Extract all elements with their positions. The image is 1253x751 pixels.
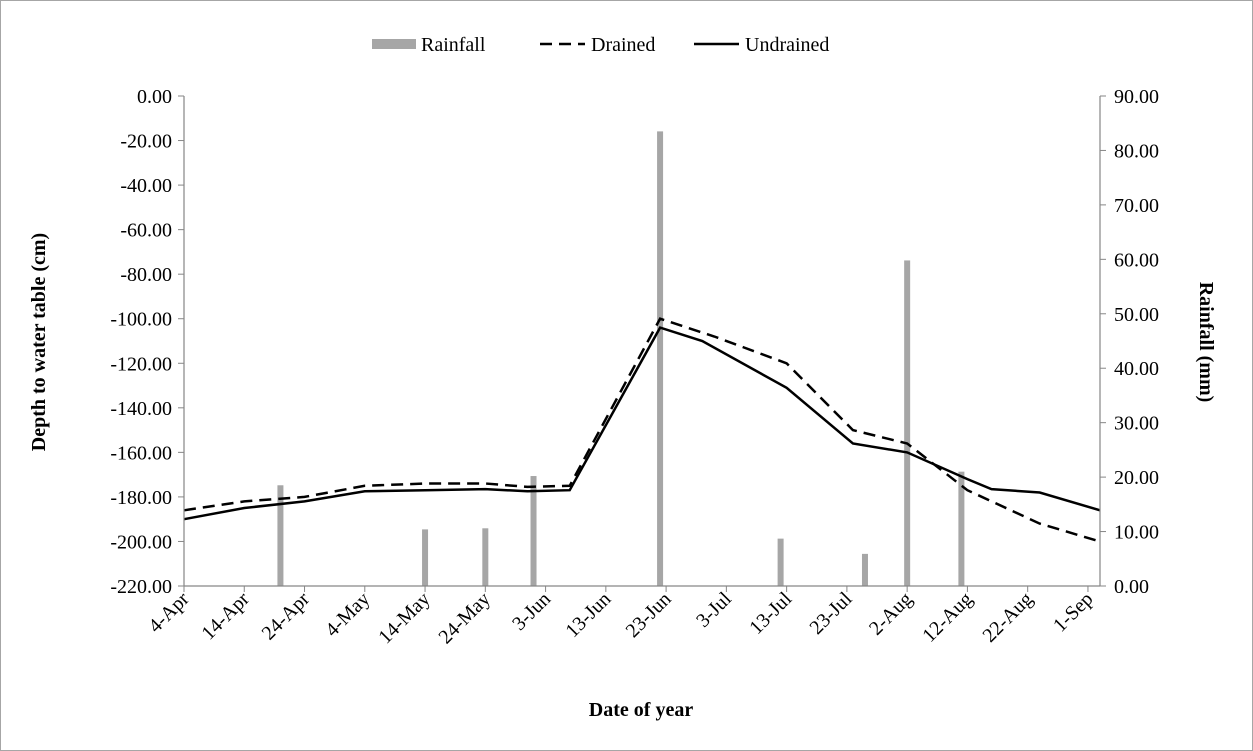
legend: Rainfall Drained Undrained — [372, 34, 829, 56]
legend-drained-label: Drained — [591, 34, 655, 56]
x-tick-label: 13-Jun — [561, 588, 615, 642]
right-axis-ticks: 0.00 10.00 20.00 30.00 40.00 50.00 60.00 70.00 8… — [1100, 86, 1159, 598]
x-tick-label: 3-Jun — [508, 588, 555, 635]
y-tick-label: -60.00 — [120, 220, 172, 242]
undrained-series-line — [183, 326, 1101, 521]
y2-tick-label: 80.00 — [1114, 140, 1159, 162]
y-tick-label: -200.00 — [110, 531, 172, 553]
x-tick-label: 24-May — [435, 588, 495, 648]
rainfall-bar — [657, 131, 664, 586]
y2-tick-label: 0.00 — [1114, 576, 1149, 598]
rainfall-bar — [861, 553, 868, 586]
y-tick-label: -100.00 — [110, 309, 172, 331]
x-tick-label: 13-Jul — [745, 588, 796, 639]
legend-undrained-label: Undrained — [745, 34, 829, 56]
y-tick-label: -120.00 — [110, 353, 172, 375]
legend-rainfall-swatch — [372, 39, 416, 49]
rainfall-bar — [482, 528, 489, 586]
y2-tick-label: 60.00 — [1114, 249, 1159, 271]
x-tick-label: 3-Jul — [692, 588, 736, 632]
x-tick-label: 14-May — [374, 588, 434, 648]
y2-tick-label: 70.00 — [1114, 195, 1159, 217]
rainfall-bars — [277, 131, 965, 586]
x-tick-label: 4-May — [321, 588, 374, 641]
y-axis-title: Depth to water table (cm) — [28, 233, 50, 451]
x-tick-label: 24-Apr — [258, 588, 315, 645]
y2-axis-title: Rainfall (mm) — [1195, 282, 1217, 403]
rainfall-bar — [277, 485, 284, 586]
x-tick-label: 23-Jun — [622, 588, 676, 642]
y-tick-label: -180.00 — [110, 487, 172, 509]
legend-rainfall-label: Rainfall — [421, 34, 486, 56]
x-tick-label: 14-Apr — [197, 588, 254, 645]
x-tick-label: 23-Jul — [806, 588, 857, 639]
left-axis-ticks: 0.00 -20.00 -40.00 -60.00 -80.00 -100.00 -120.… — [110, 86, 184, 598]
x-tick-label: 22-Aug — [978, 588, 1037, 647]
y2-tick-label: 40.00 — [1114, 358, 1159, 380]
y-tick-label: -220.00 — [110, 576, 172, 598]
rainfall-bar — [777, 538, 784, 586]
rainfall-bar — [530, 476, 537, 586]
x-axis-title: Date of year — [589, 699, 694, 721]
x-axis-ticks: 4-Apr 14-Apr 24-Apr 4-May 14-May 24-May 3-Jun 1… — [144, 586, 1097, 648]
rainfall-bar — [904, 260, 911, 586]
rainfall-bar — [958, 471, 965, 586]
x-tick-label: 2-Aug — [865, 588, 917, 640]
y2-tick-label: 20.00 — [1114, 467, 1159, 489]
y2-tick-label: 10.00 — [1114, 522, 1159, 544]
x-tick-label: 1-Sep — [1049, 588, 1098, 637]
y-tick-label: -140.00 — [110, 398, 172, 420]
y-tick-label: -40.00 — [120, 175, 172, 197]
y2-tick-label: 30.00 — [1114, 413, 1159, 435]
y-tick-label: -20.00 — [120, 131, 172, 153]
y2-tick-label: 90.00 — [1114, 86, 1159, 108]
y2-tick-label: 50.00 — [1114, 304, 1159, 326]
y-tick-label: -80.00 — [120, 264, 172, 286]
axes — [183, 96, 1101, 587]
rainfall-bar — [422, 529, 429, 586]
y-tick-label: -160.00 — [110, 442, 172, 464]
y-tick-label: 0.00 — [137, 86, 172, 108]
x-tick-label: 12-Aug — [918, 588, 977, 647]
